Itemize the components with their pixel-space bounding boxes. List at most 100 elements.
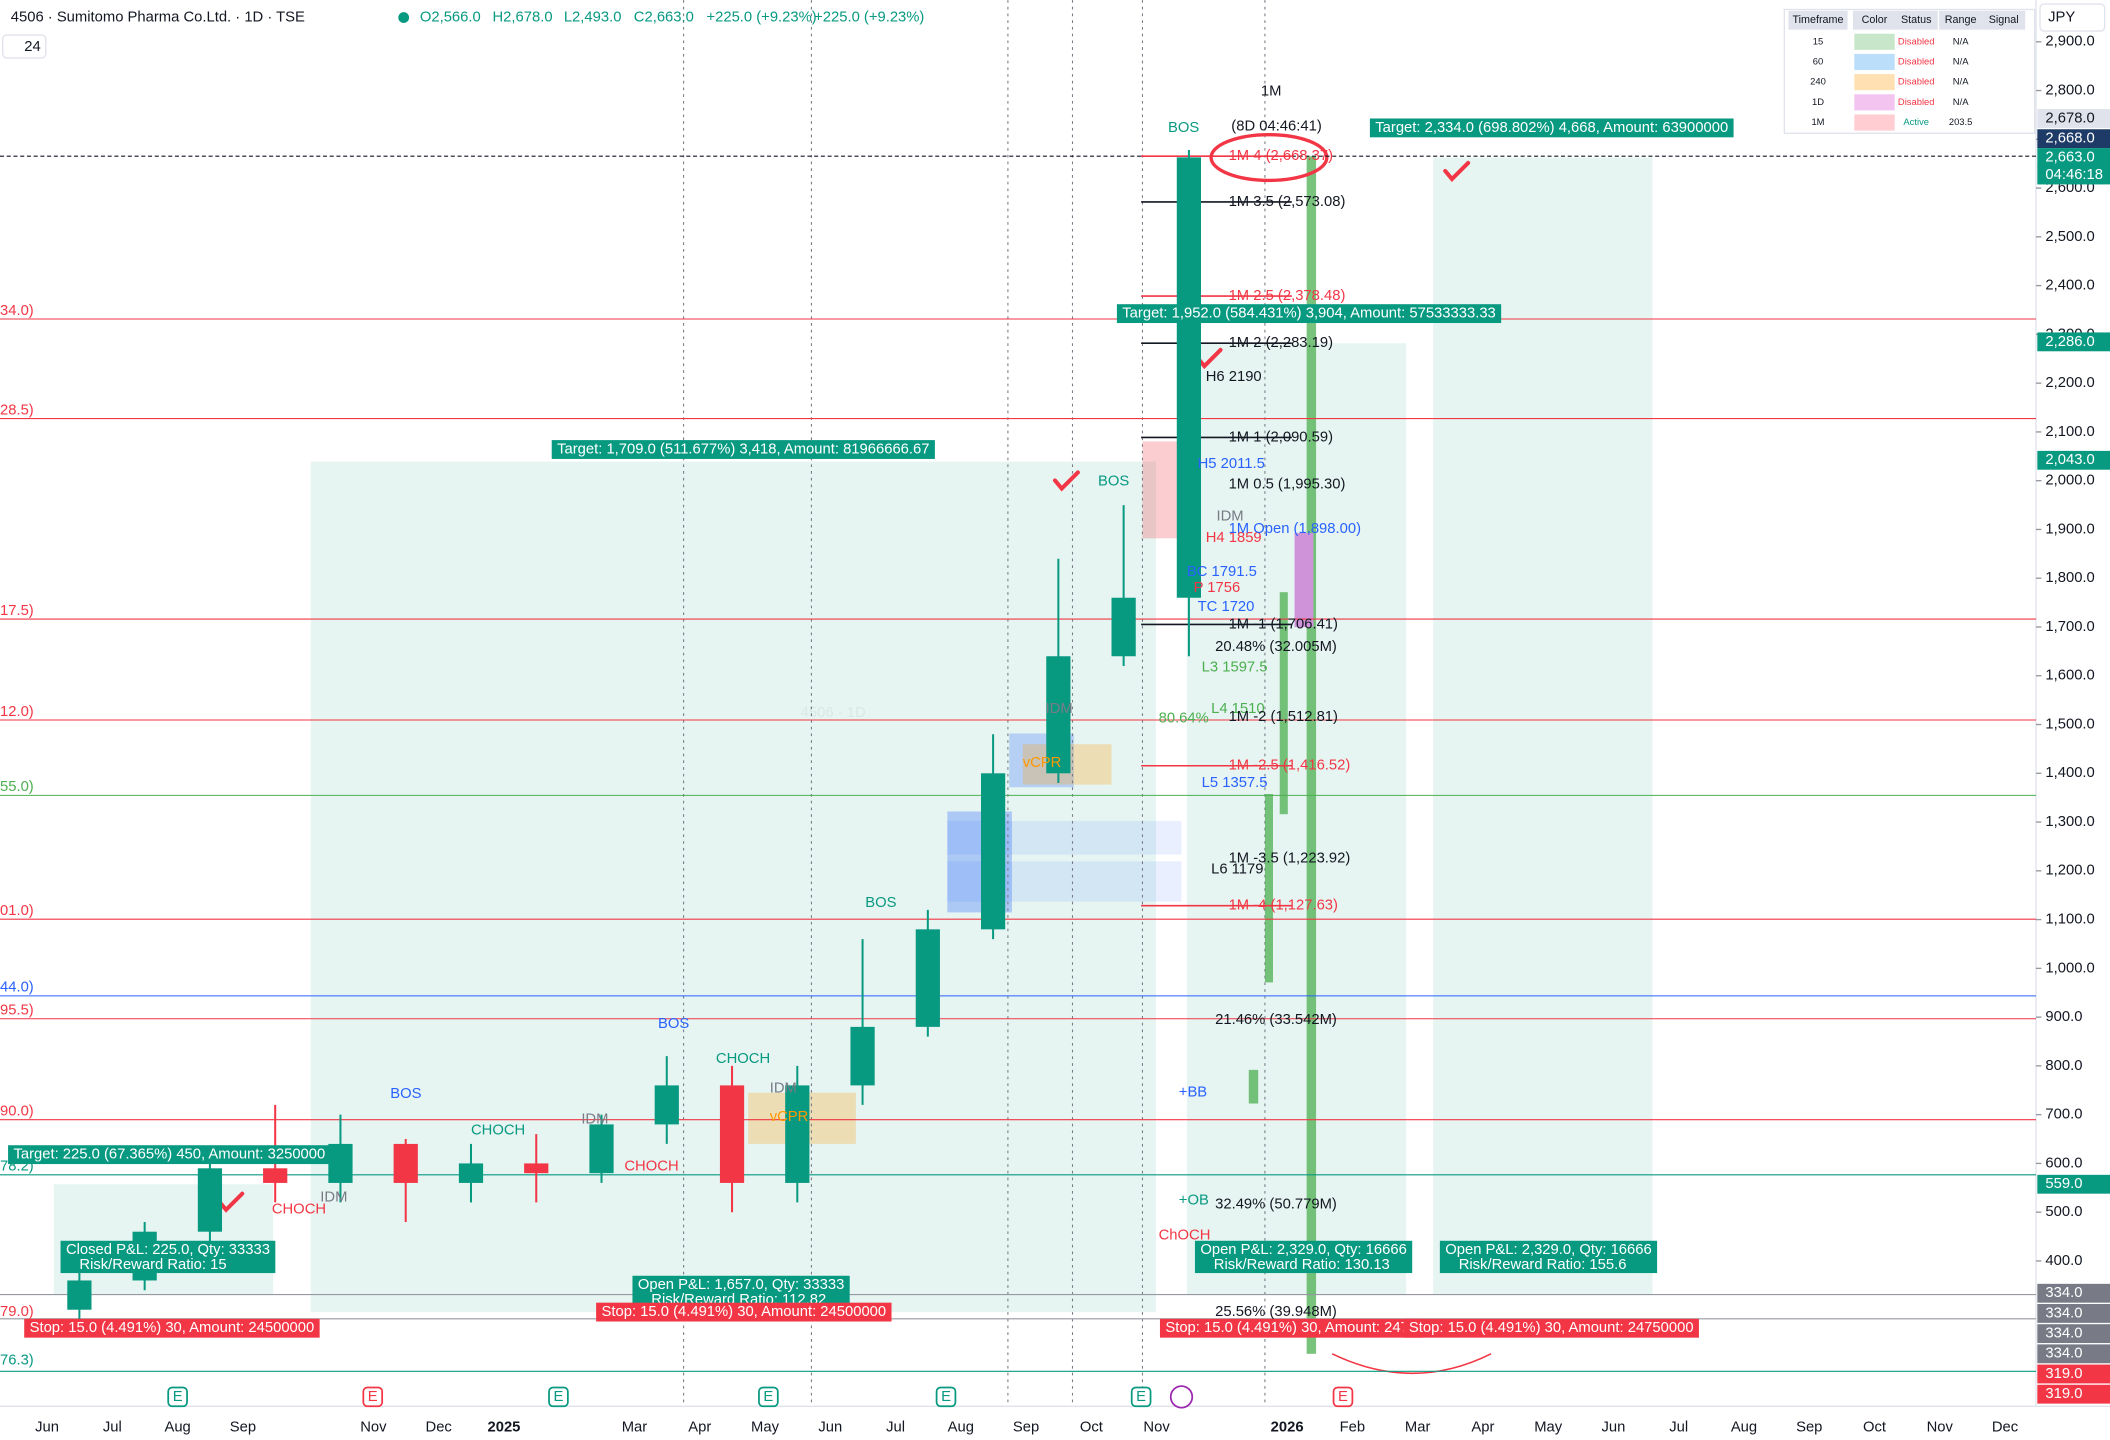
volume-label: 32.49% (50.779M): [1215, 1196, 1337, 1212]
price-tick-label: 1,800.0: [2045, 570, 2094, 586]
structure-label: IDM: [581, 1112, 608, 1128]
stop-label-box: [1159, 1318, 1423, 1338]
time-tick-label: Mar: [1405, 1420, 1431, 1436]
interval-chip[interactable]: [2, 34, 47, 59]
status-timeframe: 15: [1813, 35, 1823, 46]
status-header: Timeframe: [1793, 14, 1844, 26]
price-tag-box: [2037, 109, 2110, 128]
price-tag: 2,678.0: [2045, 110, 2094, 126]
candle-body: [850, 1026, 875, 1086]
structure-label: IDM: [1216, 509, 1243, 525]
price-tick-label: 2,800.0: [2045, 82, 2094, 98]
candle-body: [980, 773, 1006, 930]
event-marker: E: [941, 1389, 951, 1405]
time-tick-label: Jun: [1602, 1420, 1626, 1436]
pnl-box: [60, 1240, 276, 1274]
price-tick-label: 1,200.0: [2045, 863, 2094, 879]
pnl-line: Risk/Reward Ratio: 130.13: [1214, 1257, 1390, 1273]
structure-label: BOS: [1098, 474, 1129, 490]
time-tick-label: Nov: [1143, 1420, 1170, 1436]
position-zone: [1433, 157, 1653, 1295]
structure-label: BOS: [390, 1086, 421, 1102]
status-timeframe: 1D: [1812, 96, 1824, 107]
event-marker: E: [554, 1389, 564, 1405]
bb-label: +BB: [1179, 1085, 1208, 1101]
pivot-label: BC 1791.5: [1187, 564, 1257, 580]
pnl-box: [1439, 1240, 1658, 1274]
pivot-label: L5 1357.5: [1202, 775, 1268, 791]
pnl-line: Open P&L: 1,657.0, Qty: 33333: [638, 1277, 844, 1293]
price-tag-box: [2037, 129, 2110, 149]
status-dot: [398, 12, 410, 23]
currency-label[interactable]: JPY: [2048, 9, 2075, 25]
price-tag-box: [2037, 1304, 2110, 1323]
level-label: 90.0): [0, 1103, 34, 1119]
price-tag-box: [2037, 1364, 2110, 1384]
time-tick-label: Nov: [360, 1420, 387, 1436]
price-tag-box: [2037, 450, 2110, 470]
target-label: Target: 1,709.0 (511.677%) 3,418, Amount…: [557, 441, 929, 457]
price-tick-label: 1,100.0: [2045, 911, 2094, 927]
fib-label: 1M -1 (1,706.41): [1229, 616, 1338, 632]
event-icon: [935, 1386, 957, 1408]
status-status: Disabled: [1898, 35, 1935, 46]
level-label: 44.0): [0, 980, 34, 996]
time-tick-label: Dec: [426, 1420, 453, 1436]
candle-body: [1111, 597, 1136, 657]
price-tag-box: [2037, 1283, 2110, 1303]
price-tick-label: 2,000.0: [2045, 473, 2094, 489]
time-tick-label: Feb: [1340, 1420, 1366, 1436]
time-tick-label: Dec: [1992, 1420, 2019, 1436]
checkmark: [1052, 470, 1080, 492]
time-tick-label: Jun: [35, 1420, 59, 1436]
status-range: N/A: [1953, 76, 1969, 87]
level-label: 55.0): [0, 779, 34, 795]
percent-label: 80.64%: [1159, 711, 1209, 727]
status-table: [1783, 8, 2036, 134]
status-header-cell: [1894, 10, 1938, 30]
pnl-line: Risk/Reward Ratio: 155.6: [1459, 1257, 1627, 1273]
structure-label: BOS: [1168, 120, 1199, 136]
structure-label: ChOCH: [1159, 1227, 1211, 1243]
ohlc-close: C2,663.0: [634, 9, 694, 25]
pivot-label: H5 2011.5: [1198, 456, 1265, 472]
arc-arrow: [1331, 1353, 1492, 1375]
time-tick-label: Apr: [688, 1420, 711, 1436]
status-color: [1854, 33, 1895, 50]
price-tag-box: [2037, 332, 2110, 352]
price-tick-label: 2,400.0: [2045, 278, 2094, 294]
time-tick-label: Aug: [1731, 1420, 1757, 1436]
time-tick-label: Aug: [164, 1420, 190, 1436]
pnl-line: Risk/Reward Ratio: 15: [79, 1257, 226, 1273]
candle-body: [263, 1168, 288, 1183]
price-tag-box: [2037, 148, 2110, 167]
price-tick-label: 600.0: [2045, 1155, 2082, 1171]
level-label: 17.5): [0, 603, 34, 619]
currency-button[interactable]: [2039, 3, 2106, 32]
status-range: N/A: [1953, 96, 1969, 107]
zone: [1142, 441, 1183, 539]
status-range: N/A: [1953, 35, 1969, 46]
pivot-label: L3 1597.5: [1202, 659, 1268, 675]
price-tick-label: 1,500.0: [2045, 716, 2094, 732]
time-tick-label: Sep: [230, 1420, 256, 1436]
level-label: 01.0): [0, 903, 34, 919]
timeframe-label: 1M: [1261, 83, 1282, 99]
countdown-label: (8D 04:46:41): [1231, 118, 1322, 134]
event-icon: [362, 1386, 384, 1408]
ob-label: +OB: [1179, 1192, 1209, 1208]
vcpr-label: vCPR: [1023, 755, 1062, 771]
level-label: 28.5): [0, 402, 34, 418]
price-tick-label: 2,200.0: [2045, 375, 2094, 391]
candle-body: [1176, 157, 1202, 598]
time-tick-label: May: [1534, 1420, 1563, 1436]
status-header-cell: [1939, 10, 1983, 30]
time-tick-label: May: [751, 1420, 780, 1436]
candle-body: [524, 1163, 549, 1174]
interval-chip-label[interactable]: 24: [24, 39, 40, 55]
fib-label: 1M -3.5 (1,223.92): [1229, 851, 1351, 867]
stop-label: Stop: 15.0 (4.491%) 30, Amount: 24750000: [1409, 1320, 1694, 1336]
status-timeframe: 1M: [1811, 116, 1824, 127]
structure-label: CHOCH: [624, 1159, 678, 1175]
time-tick-label: Jul: [103, 1420, 122, 1436]
